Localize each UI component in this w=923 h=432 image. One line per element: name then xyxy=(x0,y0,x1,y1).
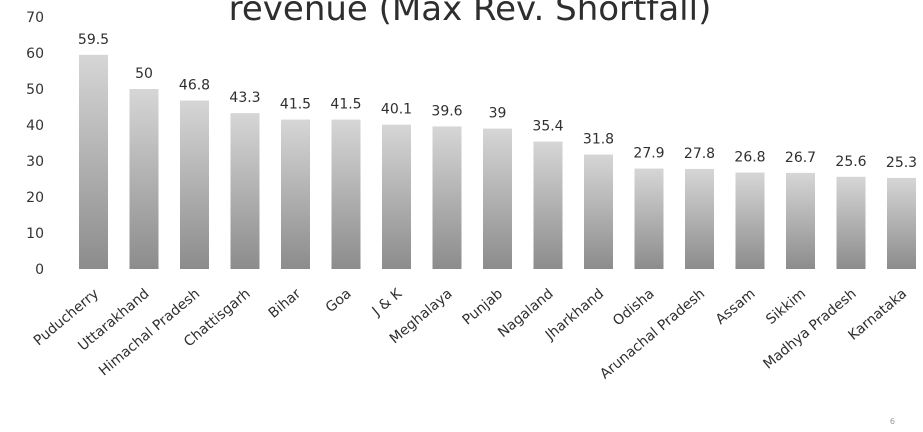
data-label: 27.9 xyxy=(633,146,664,162)
x-tick-label: Madhya Pradesh xyxy=(760,286,859,373)
x-tick-label: Odisha xyxy=(610,286,657,329)
bar xyxy=(786,172,815,269)
data-label: 25.6 xyxy=(835,154,866,170)
data-label: 31.8 xyxy=(583,132,614,148)
x-tick-label: Bihar xyxy=(266,286,305,322)
bar xyxy=(180,100,209,270)
bar xyxy=(533,141,563,269)
y-tick-label: 30 xyxy=(26,154,44,170)
y-tick-label: 40 xyxy=(26,118,44,134)
bar xyxy=(634,168,664,269)
bar xyxy=(483,128,512,269)
bar xyxy=(836,176,866,269)
y-tick-label: 70 xyxy=(26,10,44,26)
y-tick-label: 50 xyxy=(26,82,44,98)
data-label: 41.5 xyxy=(280,97,311,113)
data-label: 35.4 xyxy=(532,119,563,135)
data-label: 40.1 xyxy=(381,102,412,118)
bar xyxy=(79,54,108,269)
bar xyxy=(735,172,765,269)
data-label: 26.7 xyxy=(785,150,816,166)
data-label: 41.5 xyxy=(330,97,361,113)
bars xyxy=(79,54,916,270)
bar xyxy=(584,154,613,269)
data-label: 46.8 xyxy=(179,78,210,94)
data-label: 25.3 xyxy=(886,155,917,171)
bar xyxy=(129,89,159,269)
data-label: 26.8 xyxy=(734,150,765,166)
x-tick-label: Punjab xyxy=(460,286,507,329)
x-tick-label: Sikkim xyxy=(763,286,809,328)
page-number: 6 xyxy=(889,417,895,426)
y-tick-label: 0 xyxy=(35,262,44,278)
data-label: 39 xyxy=(489,106,507,122)
data-labels: 59.5 50 46.8 43.3 41.5 41.5 40.1 39.6 39 35.4 31.8… xyxy=(78,32,917,171)
bar xyxy=(281,119,310,269)
bar xyxy=(887,177,916,269)
y-tick-label: 10 xyxy=(26,226,44,242)
x-tick-label: J & K xyxy=(369,285,406,320)
data-label: 43.3 xyxy=(229,90,260,106)
bar xyxy=(331,119,361,269)
data-label: 59.5 xyxy=(78,32,109,48)
chart-title: revenue (Max Rev. Shortfall) xyxy=(229,0,712,29)
y-tick-label: 60 xyxy=(26,46,44,62)
data-label: 39.6 xyxy=(431,103,462,119)
y-axis: 0 10 20 30 40 50 60 70 xyxy=(26,10,44,278)
data-label: 27.8 xyxy=(684,146,715,162)
bar xyxy=(230,113,260,270)
x-tick-label: Goa xyxy=(323,286,355,316)
x-tick-label: Assam xyxy=(713,286,759,328)
y-tick-label: 20 xyxy=(26,190,44,206)
data-label: 50 xyxy=(135,66,153,82)
bar xyxy=(432,126,462,269)
bar xyxy=(382,124,411,269)
bar xyxy=(685,168,714,269)
